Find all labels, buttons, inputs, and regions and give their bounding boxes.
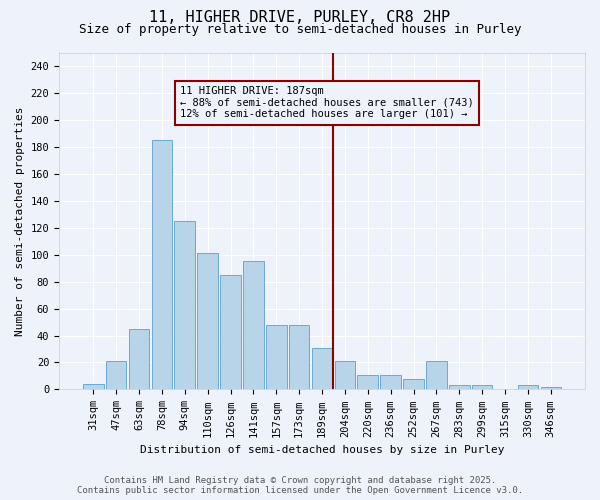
Y-axis label: Number of semi-detached properties: Number of semi-detached properties bbox=[15, 106, 25, 336]
Bar bbox=[175, 221, 195, 390]
Bar bbox=[312, 348, 332, 390]
Bar bbox=[266, 325, 287, 390]
Bar bbox=[380, 374, 401, 390]
Bar bbox=[518, 386, 538, 390]
Text: Contains HM Land Registry data © Crown copyright and database right 2025.
Contai: Contains HM Land Registry data © Crown c… bbox=[77, 476, 523, 495]
Bar bbox=[358, 374, 378, 390]
Bar bbox=[289, 325, 310, 390]
Bar bbox=[128, 329, 149, 390]
X-axis label: Distribution of semi-detached houses by size in Purley: Distribution of semi-detached houses by … bbox=[140, 445, 504, 455]
Bar bbox=[220, 275, 241, 390]
Text: 11 HIGHER DRIVE: 187sqm
← 88% of semi-detached houses are smaller (743)
12% of s: 11 HIGHER DRIVE: 187sqm ← 88% of semi-de… bbox=[180, 86, 474, 120]
Bar bbox=[197, 254, 218, 390]
Bar bbox=[449, 386, 470, 390]
Bar bbox=[106, 361, 127, 390]
Bar bbox=[403, 378, 424, 390]
Bar bbox=[541, 386, 561, 390]
Bar bbox=[243, 262, 263, 390]
Bar bbox=[83, 384, 104, 390]
Bar bbox=[472, 386, 493, 390]
Bar bbox=[426, 361, 447, 390]
Bar bbox=[335, 361, 355, 390]
Bar bbox=[152, 140, 172, 390]
Text: Size of property relative to semi-detached houses in Purley: Size of property relative to semi-detach… bbox=[79, 22, 521, 36]
Text: 11, HIGHER DRIVE, PURLEY, CR8 2HP: 11, HIGHER DRIVE, PURLEY, CR8 2HP bbox=[149, 10, 451, 25]
